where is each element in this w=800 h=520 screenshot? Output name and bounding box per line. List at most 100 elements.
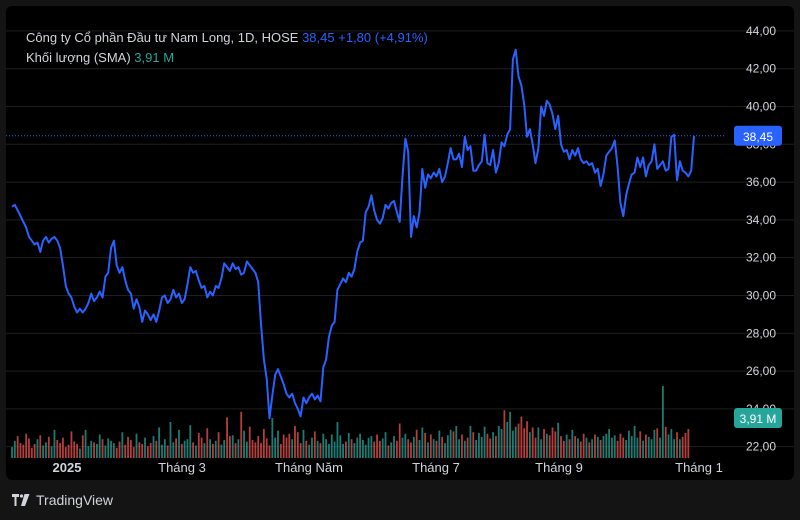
y-tick-label: 34,00	[746, 213, 776, 227]
volume-bar	[401, 437, 404, 458]
volume-bar	[53, 429, 56, 458]
volume-bar	[509, 411, 511, 458]
volume-bar	[370, 436, 373, 458]
tradingview-brand[interactable]: TradingView	[36, 492, 114, 508]
volume-bar	[325, 439, 328, 458]
volume-bar	[98, 434, 101, 458]
volume-bar	[619, 433, 622, 458]
tradingview-logo-icon	[12, 494, 30, 506]
volume-bar	[336, 422, 339, 458]
volume-bar	[11, 447, 13, 458]
volume-bar	[424, 432, 427, 458]
volume-bar	[240, 411, 243, 458]
volume-bar	[350, 439, 353, 458]
last-price-badge	[734, 125, 782, 146]
x-tick-label: Tháng 1	[675, 460, 723, 475]
volume-bar	[622, 437, 625, 458]
volume-bar	[517, 423, 520, 458]
volume-bar	[412, 436, 415, 458]
y-tick-label: 42,00	[746, 62, 776, 76]
volume-bar	[152, 436, 155, 458]
volume-bar	[551, 427, 554, 458]
volume-bar	[359, 433, 361, 458]
volume-bar	[633, 425, 636, 458]
volume-bar	[565, 434, 568, 458]
volume-bar	[254, 442, 257, 458]
chart-panel[interactable]: 44,0042,0040,0038,0036,0034,0032,0030,00…	[6, 6, 794, 480]
volume-bar	[642, 440, 644, 458]
volume-bar	[163, 439, 166, 458]
volume-bar	[452, 431, 455, 458]
volume-bar	[353, 443, 356, 458]
symbol-title[interactable]: Công ty Cổ phần Đầu tư Nam Long, 1D, HOS…	[26, 30, 299, 45]
volume-bar	[172, 442, 175, 458]
volume-bar	[203, 443, 206, 458]
volume-bar	[395, 440, 398, 458]
volume-bar	[579, 441, 582, 458]
volume-bar	[132, 447, 135, 458]
volume-bar	[192, 442, 195, 458]
volume-bar	[223, 440, 226, 458]
volume-bar	[461, 434, 463, 458]
legend-row-volume: Khối lượng (SMA) 3,91 M	[26, 48, 428, 68]
volume-bar	[387, 445, 390, 458]
last-price: 38,45	[302, 30, 335, 45]
volume-bar	[294, 425, 296, 458]
volume-bar	[427, 442, 429, 458]
volume-bar	[653, 429, 656, 458]
volume-bar	[577, 438, 579, 458]
volume-bar	[458, 439, 461, 458]
volume-bar	[594, 434, 596, 458]
volume-bar	[265, 438, 268, 458]
volume-bar	[582, 433, 585, 458]
price-chart[interactable]: 44,0042,0040,0038,0036,0034,0032,0030,00…	[6, 6, 794, 480]
volume-bar	[237, 439, 240, 458]
volume-bar	[229, 436, 231, 458]
volume-bar	[661, 386, 664, 458]
volume-bar	[571, 429, 574, 458]
volume-bar	[129, 440, 132, 458]
volume-bar	[599, 440, 602, 458]
volume-bar	[588, 442, 591, 458]
volume-bar	[446, 435, 449, 458]
volume-bar	[534, 437, 537, 458]
y-tick-label: 26,00	[746, 364, 776, 378]
volume-bar	[381, 438, 384, 458]
volume-bar	[299, 443, 302, 458]
volume-bar	[186, 439, 189, 458]
volume-bar	[112, 443, 115, 458]
legend-row-price: Công ty Cổ phần Đầu tư Nam Long, 1D, HOS…	[26, 28, 428, 48]
volume-bar	[628, 430, 630, 458]
volume-bar	[398, 423, 401, 458]
volume-bar	[432, 439, 435, 458]
volume-bar	[591, 439, 594, 458]
volume-label[interactable]: Khối lượng (SMA)	[26, 50, 131, 65]
volume-bar	[418, 440, 421, 458]
volume-bar	[562, 440, 565, 458]
x-tick-label: Tháng 9	[535, 460, 583, 475]
volume-bar	[333, 441, 336, 458]
chart-legend: Công ty Cổ phần Đầu tư Nam Long, 1D, HOS…	[26, 28, 428, 68]
volume-bar	[313, 431, 316, 458]
volume-bar	[647, 436, 650, 458]
volume-bar	[492, 432, 494, 458]
volume-bar	[605, 433, 608, 458]
volume-bar	[73, 441, 76, 458]
volume-bar	[212, 443, 214, 458]
volume-bar	[36, 439, 39, 458]
volume-bar	[178, 429, 180, 458]
volume-bar	[206, 428, 209, 458]
volume-bar	[410, 442, 412, 458]
volume-bar	[540, 439, 543, 458]
volume-bar	[288, 433, 291, 458]
volume-bar	[364, 444, 367, 458]
volume-bar	[42, 445, 45, 458]
volume-bar	[322, 433, 325, 458]
volume-bar	[115, 447, 118, 458]
volume-bar	[90, 440, 93, 458]
volume-bar	[183, 440, 186, 458]
volume-bar	[144, 437, 146, 458]
volume-bar	[608, 429, 611, 458]
volume-bar	[469, 425, 472, 458]
